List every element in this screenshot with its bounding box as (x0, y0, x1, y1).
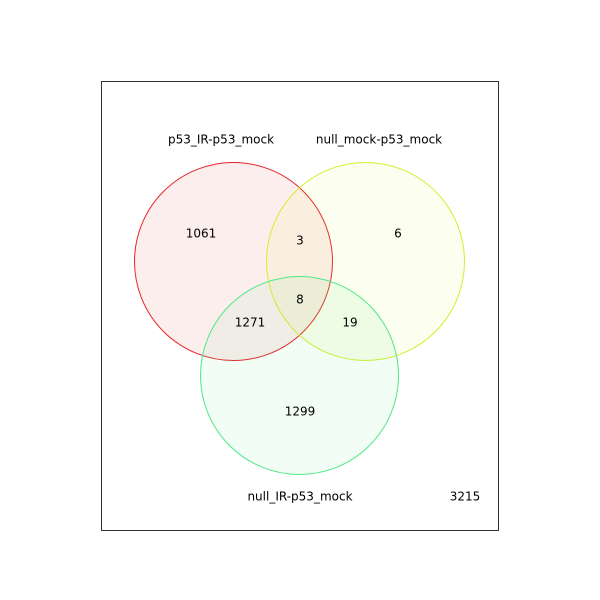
count-null-mock-and-null-ir: 19 (342, 316, 357, 330)
set-label-null-mock: null_mock-p53_mock (316, 133, 442, 147)
count-outside: 3215 (450, 490, 481, 504)
count-p53-ir-and-null-ir: 1271 (235, 316, 266, 330)
count-all-three: 8 (296, 293, 304, 307)
set-label-null-ir: null_IR-p53_mock (247, 490, 352, 504)
count-only-p53-ir: 1061 (186, 227, 217, 241)
count-only-null-ir: 1299 (285, 405, 316, 419)
set-circles (134, 162, 465, 475)
set-circle-null-mock (266, 162, 465, 361)
set-circle-p53-ir (134, 162, 333, 361)
count-p53-ir-and-null-mock: 3 (296, 234, 304, 248)
set-labels: p53_IR-p53_mock null_mock-p53_mock null_… (168, 133, 442, 504)
region-counts: 1061 6 1299 3 1271 19 8 3215 (186, 227, 481, 504)
set-circle-null-ir (200, 276, 399, 475)
set-label-p53-ir: p53_IR-p53_mock (168, 133, 274, 147)
plot-frame (101, 81, 499, 531)
count-only-null-mock: 6 (394, 227, 402, 241)
